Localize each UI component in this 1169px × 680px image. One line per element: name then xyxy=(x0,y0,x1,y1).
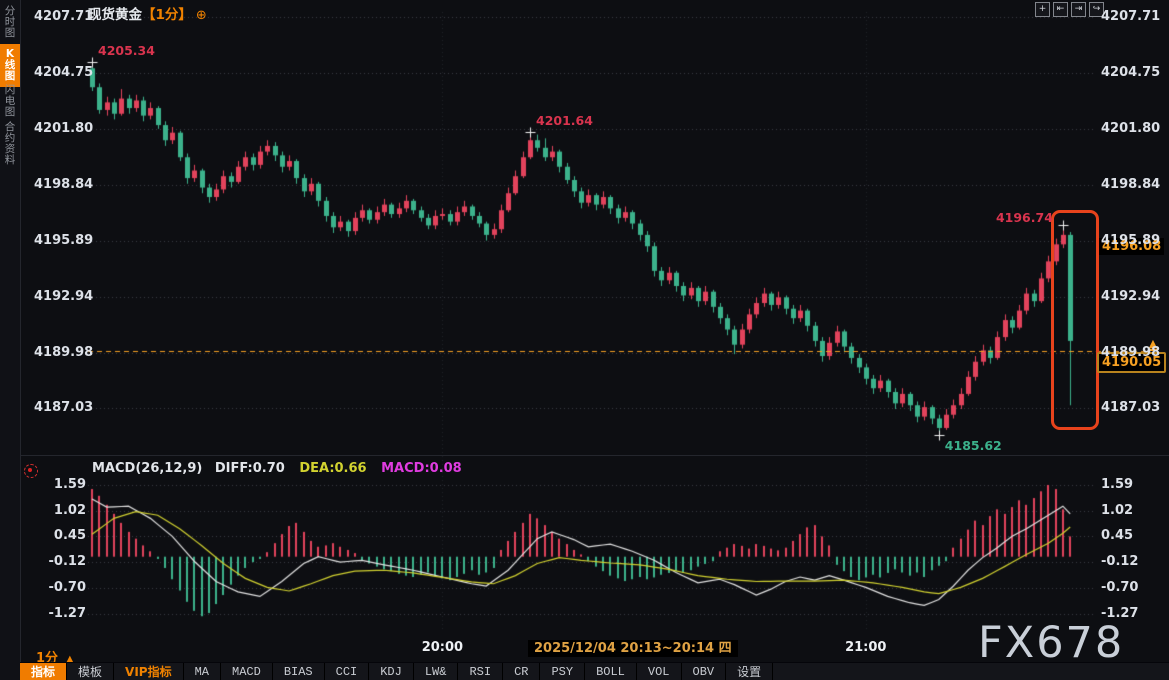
price-axis-label-right: 4189.98 xyxy=(1101,344,1161,360)
price-axis-label-left: 4201.80 xyxy=(34,120,94,136)
toolbar-item-PSY[interactable]: PSY xyxy=(540,663,586,680)
time-axis-label: 21:00 xyxy=(845,640,887,655)
macd-axis-label-right: 1.02 xyxy=(1101,502,1134,518)
chart-title: 现货黄金【1分】 ⊕ xyxy=(88,3,207,23)
indicator-toolbar: 指标 模板 VIP指标 MA MACD BIAS CCI KDJ LW& RSI CR PSY BOLL… xyxy=(20,662,1169,680)
sidebar-tab-闪电图[interactable]: 闪 电 图 xyxy=(4,84,16,118)
toolbar-item-LW&[interactable]: LW& xyxy=(414,663,459,680)
toolbar-item-VOL[interactable]: VOL xyxy=(637,663,682,680)
price-axis-label-right: 4195.89 xyxy=(1101,232,1161,248)
price-axis-label-left: 4207.71 xyxy=(34,9,94,24)
scale-left-axis-icon[interactable]: ⇤ xyxy=(1053,2,1068,17)
toolbar-item-OBV[interactable]: OBV xyxy=(682,663,727,680)
macd-axis-label-left: 1.59 xyxy=(53,476,86,492)
macd-macd-value: MACD:0.08 xyxy=(381,461,462,476)
cursor-price-badge: 4196.08 xyxy=(1099,238,1165,256)
price-axis-label-right: 4198.84 xyxy=(1101,176,1161,192)
macd-dea-value: DEA:0.66 xyxy=(299,461,367,476)
left-sidebar: 分 时 图 K 线 图闪 电 图合 约 资 料 xyxy=(0,0,20,680)
toolbar-item-KDJ[interactable]: KDJ xyxy=(369,663,414,680)
macd-title: MACD(26,12,9) xyxy=(92,461,203,476)
price-annotation: 4185.62 xyxy=(944,438,1002,454)
current-price-badge: 4190.05 xyxy=(1097,352,1167,374)
price-up-arrow-icon: ▲ xyxy=(1148,337,1158,351)
pan-icon[interactable]: + xyxy=(1035,2,1050,17)
price-annotation: 4205.34 xyxy=(98,42,155,58)
price-axis-label-right: 4187.03 xyxy=(1101,400,1161,416)
price-axis-label-right: 4207.71 xyxy=(1101,9,1161,24)
chart-toolbar-icons: + ⇤ ⇥ ↪ xyxy=(1035,2,1104,17)
price-axis-label-left: 4204.75 xyxy=(34,65,94,81)
price-axis-label-left: 4189.98 xyxy=(34,344,94,360)
macd-axis-label-left: -0.70 xyxy=(48,580,86,596)
sidebar-tab-K线图[interactable]: K 线 图 xyxy=(0,44,20,87)
add-indicator-icon[interactable]: ⊕ xyxy=(195,8,207,23)
toolbar-item-指标[interactable]: 指标 xyxy=(20,663,68,680)
price-axis-label-left: 4187.03 xyxy=(34,400,94,416)
macd-header: MACD(26,12,9) DIFF:0.70 DEA:0.66 MACD:0.… xyxy=(92,461,462,476)
macd-axis-label-left: -0.12 xyxy=(48,554,86,570)
export-icon[interactable]: ↪ xyxy=(1089,2,1104,17)
price-annotation: 4201.64 xyxy=(536,112,593,128)
toolbar-item-MACD[interactable]: MACD xyxy=(221,663,273,680)
panel-divider xyxy=(20,455,1169,456)
macd-axis-label-right: 0.45 xyxy=(1101,528,1134,544)
period-tag: 【1分】 xyxy=(142,7,192,23)
macd-axis-label-left: -1.27 xyxy=(48,605,86,621)
toolbar-item-模板[interactable]: 模板 xyxy=(67,663,115,680)
price-axis-label-right: 4192.94 xyxy=(1101,288,1161,304)
sidebar-tab-分时图[interactable]: 分 时 图 xyxy=(4,5,16,39)
macd-axis-label-right: 1.59 xyxy=(1101,476,1134,492)
time-range-badge: 2025/12/04 20:13~20:14 四 xyxy=(528,640,738,657)
price-axis-label-left: 4192.94 xyxy=(34,288,94,304)
price-annotation: 4196.74 xyxy=(995,209,1053,225)
toolbar-item-BOLL[interactable]: BOLL xyxy=(585,663,637,680)
macd-settings-icon[interactable] xyxy=(24,464,38,478)
sidebar-tab-合约资料[interactable]: 合 约 资 料 xyxy=(4,121,16,166)
watermark: FX678 xyxy=(978,618,1125,668)
symbol-name: 现货黄金 xyxy=(88,7,142,23)
toolbar-item-CR[interactable]: CR xyxy=(503,663,541,680)
toolbar-item-CCI[interactable]: CCI xyxy=(325,663,370,680)
scale-right-axis-icon[interactable]: ⇥ xyxy=(1071,2,1086,17)
macd-axis-label-right: -0.12 xyxy=(1101,554,1139,570)
time-axis-label: 20:00 xyxy=(421,640,464,655)
price-axis-label-right: 4201.80 xyxy=(1101,120,1161,136)
macd-diff-value: DIFF:0.70 xyxy=(214,461,285,476)
toolbar-item-设置[interactable]: 设置 xyxy=(726,663,774,680)
price-axis-label-left: 4195.89 xyxy=(34,232,94,248)
timeframe-arrow-icon: ▲ xyxy=(66,654,74,665)
macd-axis-label-left: 1.02 xyxy=(53,502,86,518)
macd-axis-label-left: 0.45 xyxy=(53,528,86,544)
toolbar-item-VIP指标[interactable]: VIP指标 xyxy=(114,663,184,680)
macd-axis-label-right: -0.70 xyxy=(1101,580,1139,596)
toolbar-item-MA[interactable]: MA xyxy=(184,663,221,680)
price-axis-label-right: 4204.75 xyxy=(1101,65,1161,81)
price-axis-label-left: 4198.84 xyxy=(34,176,94,192)
sidebar-divider xyxy=(20,0,21,680)
highlight-box xyxy=(1050,210,1099,430)
macd-axis-label-right: -1.27 xyxy=(1101,605,1139,621)
toolbar-item-RSI[interactable]: RSI xyxy=(458,663,504,680)
toolbar-item-BIAS[interactable]: BIAS xyxy=(273,663,325,680)
